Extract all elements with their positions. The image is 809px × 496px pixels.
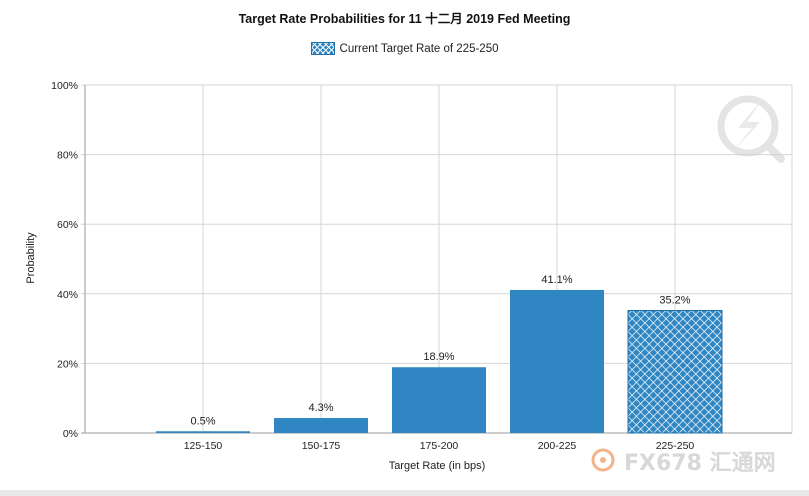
data-labels: 0.5% 4.3% 18.9% 41.1% 35.2% <box>190 274 690 427</box>
bar-150-175[interactable] <box>274 418 368 433</box>
magnifier-ring-icon <box>717 95 779 157</box>
watermark-brand: FX678 汇通网 <box>591 448 776 476</box>
y-tick-label: 80% <box>57 150 78 162</box>
x-tick-label-225-250: 225-250 <box>656 440 695 452</box>
legend-item-current-target-rate[interactable]: Current Target Rate of 225-250 <box>310 42 499 55</box>
bar-200-225[interactable] <box>510 289 604 433</box>
x-tick-label-200-225: 200-225 <box>538 440 577 452</box>
legend-crosshatch-swatch <box>310 42 335 55</box>
y-axis-ticks: 0% 20% 40% 60% 80% 100% <box>51 80 78 440</box>
x-tick-label-175-200: 175-200 <box>420 440 459 452</box>
watermark-brand-text: FX678 汇通网 <box>624 451 776 476</box>
window-bottom-edge <box>0 490 809 496</box>
watermark-logo <box>717 95 785 163</box>
x-axis-ticks: 125-150 150-175 175-200 200-225 225-250 <box>184 440 695 452</box>
x-axis-label: Target Rate (in bps) <box>389 460 486 472</box>
data-label-125-150: 0.5% <box>190 415 215 427</box>
data-label-175-200: 18.9% <box>423 351 454 363</box>
brand-swirl-dot-icon <box>600 457 606 463</box>
x-tick-label-150-175: 150-175 <box>302 440 341 452</box>
x-tick-label-125-150: 125-150 <box>184 440 223 452</box>
bar-225-250[interactable] <box>627 310 723 434</box>
lightning-bolt-icon <box>731 98 763 154</box>
legend-label: Current Target Rate of 225-250 <box>339 42 499 55</box>
chart-legend: Current Target Rate of 225-250 <box>0 42 809 58</box>
y-axis-label: Probability <box>25 232 37 284</box>
y-tick-label: 60% <box>57 219 78 231</box>
y-tick-label: 40% <box>57 289 78 301</box>
y-tick-label: 100% <box>51 80 78 92</box>
bars <box>156 289 723 434</box>
magnifier-handle-icon <box>764 142 785 163</box>
data-label-200-225: 41.1% <box>541 274 572 286</box>
bar-175-200[interactable] <box>392 367 486 433</box>
bar-125-150[interactable] <box>156 431 250 433</box>
brand-swirl-icon <box>591 448 615 472</box>
data-label-225-250: 35.2% <box>659 295 690 307</box>
y-tick-label: 20% <box>57 358 78 370</box>
chart-title: Target Rate Probabilities for 11 十二月 201… <box>238 12 571 26</box>
y-tick-label: 0% <box>63 428 78 440</box>
data-label-150-175: 4.3% <box>308 402 333 414</box>
